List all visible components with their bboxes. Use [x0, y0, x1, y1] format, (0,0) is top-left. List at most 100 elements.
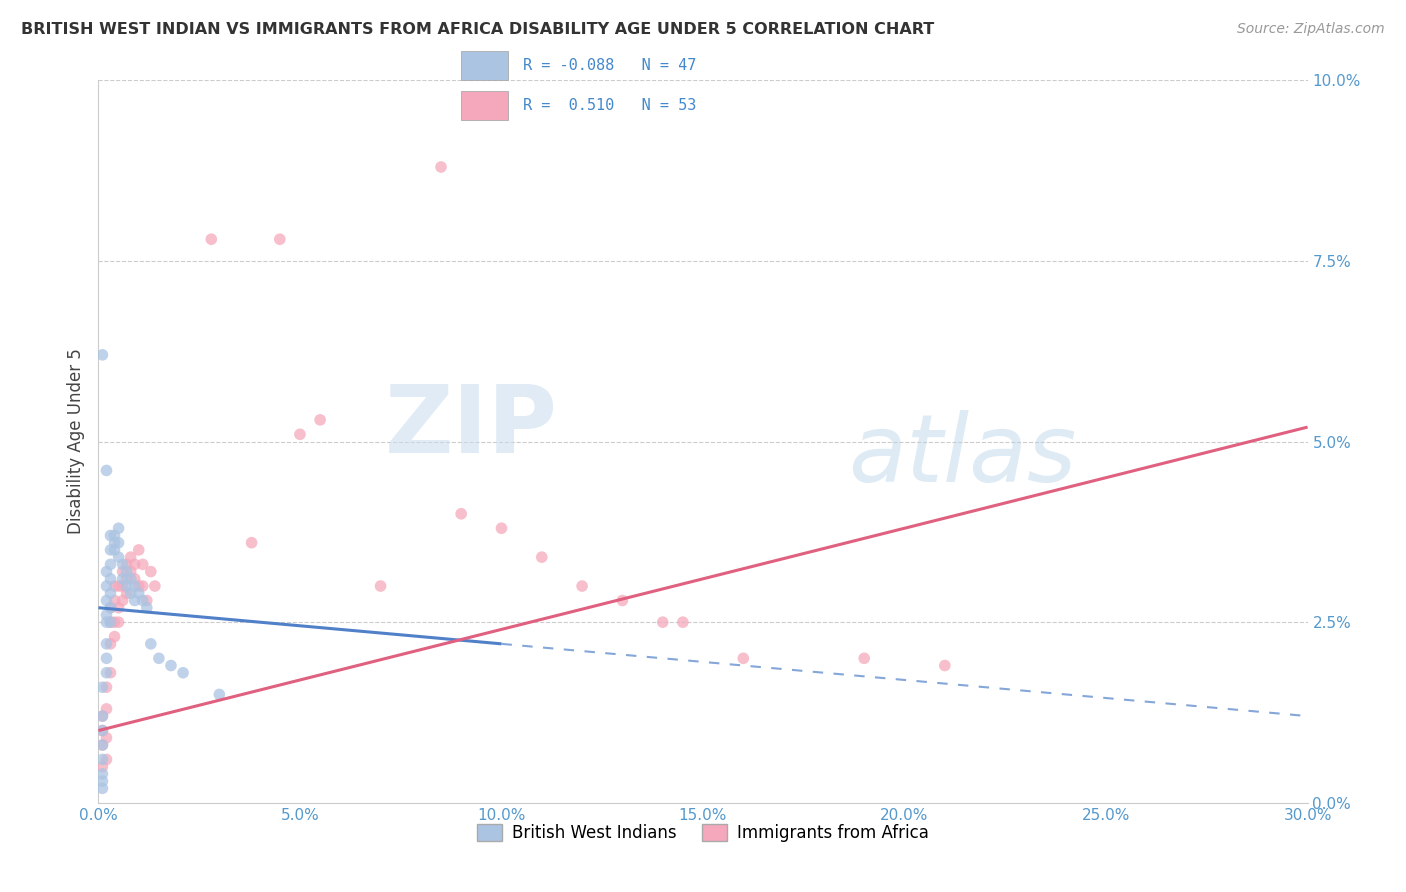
- Point: [120, 586, 142, 600]
- Point: [672, 615, 695, 630]
- Point: [96, 752, 118, 766]
- Point: [111, 572, 134, 586]
- Point: [96, 637, 118, 651]
- Point: [124, 572, 146, 586]
- Point: [96, 593, 118, 607]
- Point: [91, 774, 114, 789]
- Point: [91, 348, 114, 362]
- Point: [100, 615, 122, 630]
- Y-axis label: Disability Age Under 5: Disability Age Under 5: [66, 349, 84, 534]
- Point: [132, 593, 155, 607]
- Point: [91, 709, 114, 723]
- Point: [96, 651, 118, 665]
- Point: [96, 565, 118, 579]
- Point: [91, 760, 114, 774]
- Point: [100, 600, 122, 615]
- Point: [103, 615, 125, 630]
- Point: [107, 615, 129, 630]
- Point: [96, 731, 118, 745]
- Point: [111, 558, 134, 572]
- Point: [128, 579, 150, 593]
- Point: [139, 637, 162, 651]
- Point: [115, 579, 138, 593]
- Point: [111, 565, 134, 579]
- Point: [240, 535, 263, 549]
- Point: [135, 600, 157, 615]
- Text: R = -0.088   N = 47: R = -0.088 N = 47: [523, 58, 696, 73]
- Point: [107, 600, 129, 615]
- Text: Source: ZipAtlas.com: Source: ZipAtlas.com: [1237, 22, 1385, 37]
- Point: [200, 232, 222, 246]
- Text: atlas: atlas: [848, 410, 1077, 501]
- Point: [120, 572, 142, 586]
- Point: [491, 521, 513, 535]
- FancyBboxPatch shape: [461, 91, 509, 120]
- Point: [139, 565, 162, 579]
- Point: [91, 680, 114, 694]
- Point: [91, 723, 114, 738]
- Point: [115, 565, 138, 579]
- Point: [103, 593, 125, 607]
- Point: [107, 535, 129, 549]
- Point: [96, 607, 118, 622]
- Point: [450, 507, 472, 521]
- Point: [571, 579, 593, 593]
- Point: [91, 738, 114, 752]
- Point: [115, 572, 138, 586]
- Point: [124, 593, 146, 607]
- Point: [160, 658, 183, 673]
- Point: [100, 528, 122, 542]
- Point: [100, 542, 122, 557]
- Point: [288, 427, 311, 442]
- Point: [309, 413, 332, 427]
- Point: [651, 615, 673, 630]
- Point: [120, 550, 142, 565]
- Point: [530, 550, 553, 565]
- Point: [91, 723, 114, 738]
- Point: [124, 558, 146, 572]
- Point: [111, 579, 134, 593]
- Point: [128, 542, 150, 557]
- Text: R =  0.510   N = 53: R = 0.510 N = 53: [523, 98, 696, 113]
- Point: [100, 586, 122, 600]
- FancyBboxPatch shape: [461, 51, 509, 80]
- Point: [934, 658, 956, 673]
- Text: BRITISH WEST INDIAN VS IMMIGRANTS FROM AFRICA DISABILITY AGE UNDER 5 CORRELATION: BRITISH WEST INDIAN VS IMMIGRANTS FROM A…: [21, 22, 935, 37]
- Legend: British West Indians, Immigrants from Africa: British West Indians, Immigrants from Af…: [471, 817, 935, 848]
- Point: [132, 579, 155, 593]
- Point: [430, 160, 453, 174]
- Point: [135, 593, 157, 607]
- Point: [96, 680, 118, 694]
- Point: [103, 630, 125, 644]
- Point: [269, 232, 291, 246]
- Point: [96, 615, 118, 630]
- Point: [103, 528, 125, 542]
- Point: [100, 637, 122, 651]
- Point: [96, 463, 118, 477]
- Point: [128, 586, 150, 600]
- Point: [143, 579, 166, 593]
- Point: [115, 586, 138, 600]
- Point: [115, 558, 138, 572]
- Point: [103, 535, 125, 549]
- Point: [96, 579, 118, 593]
- Point: [100, 600, 122, 615]
- Point: [96, 665, 118, 680]
- Point: [124, 579, 146, 593]
- Point: [91, 738, 114, 752]
- Point: [370, 579, 392, 593]
- Point: [91, 781, 114, 796]
- Point: [612, 593, 634, 607]
- Point: [208, 687, 231, 701]
- Point: [148, 651, 170, 665]
- Point: [107, 579, 129, 593]
- Point: [91, 767, 114, 781]
- Point: [100, 665, 122, 680]
- Point: [172, 665, 194, 680]
- Text: ZIP: ZIP: [385, 381, 558, 473]
- Point: [96, 702, 118, 716]
- Point: [733, 651, 755, 665]
- Point: [100, 615, 122, 630]
- Point: [853, 651, 876, 665]
- Point: [91, 752, 114, 766]
